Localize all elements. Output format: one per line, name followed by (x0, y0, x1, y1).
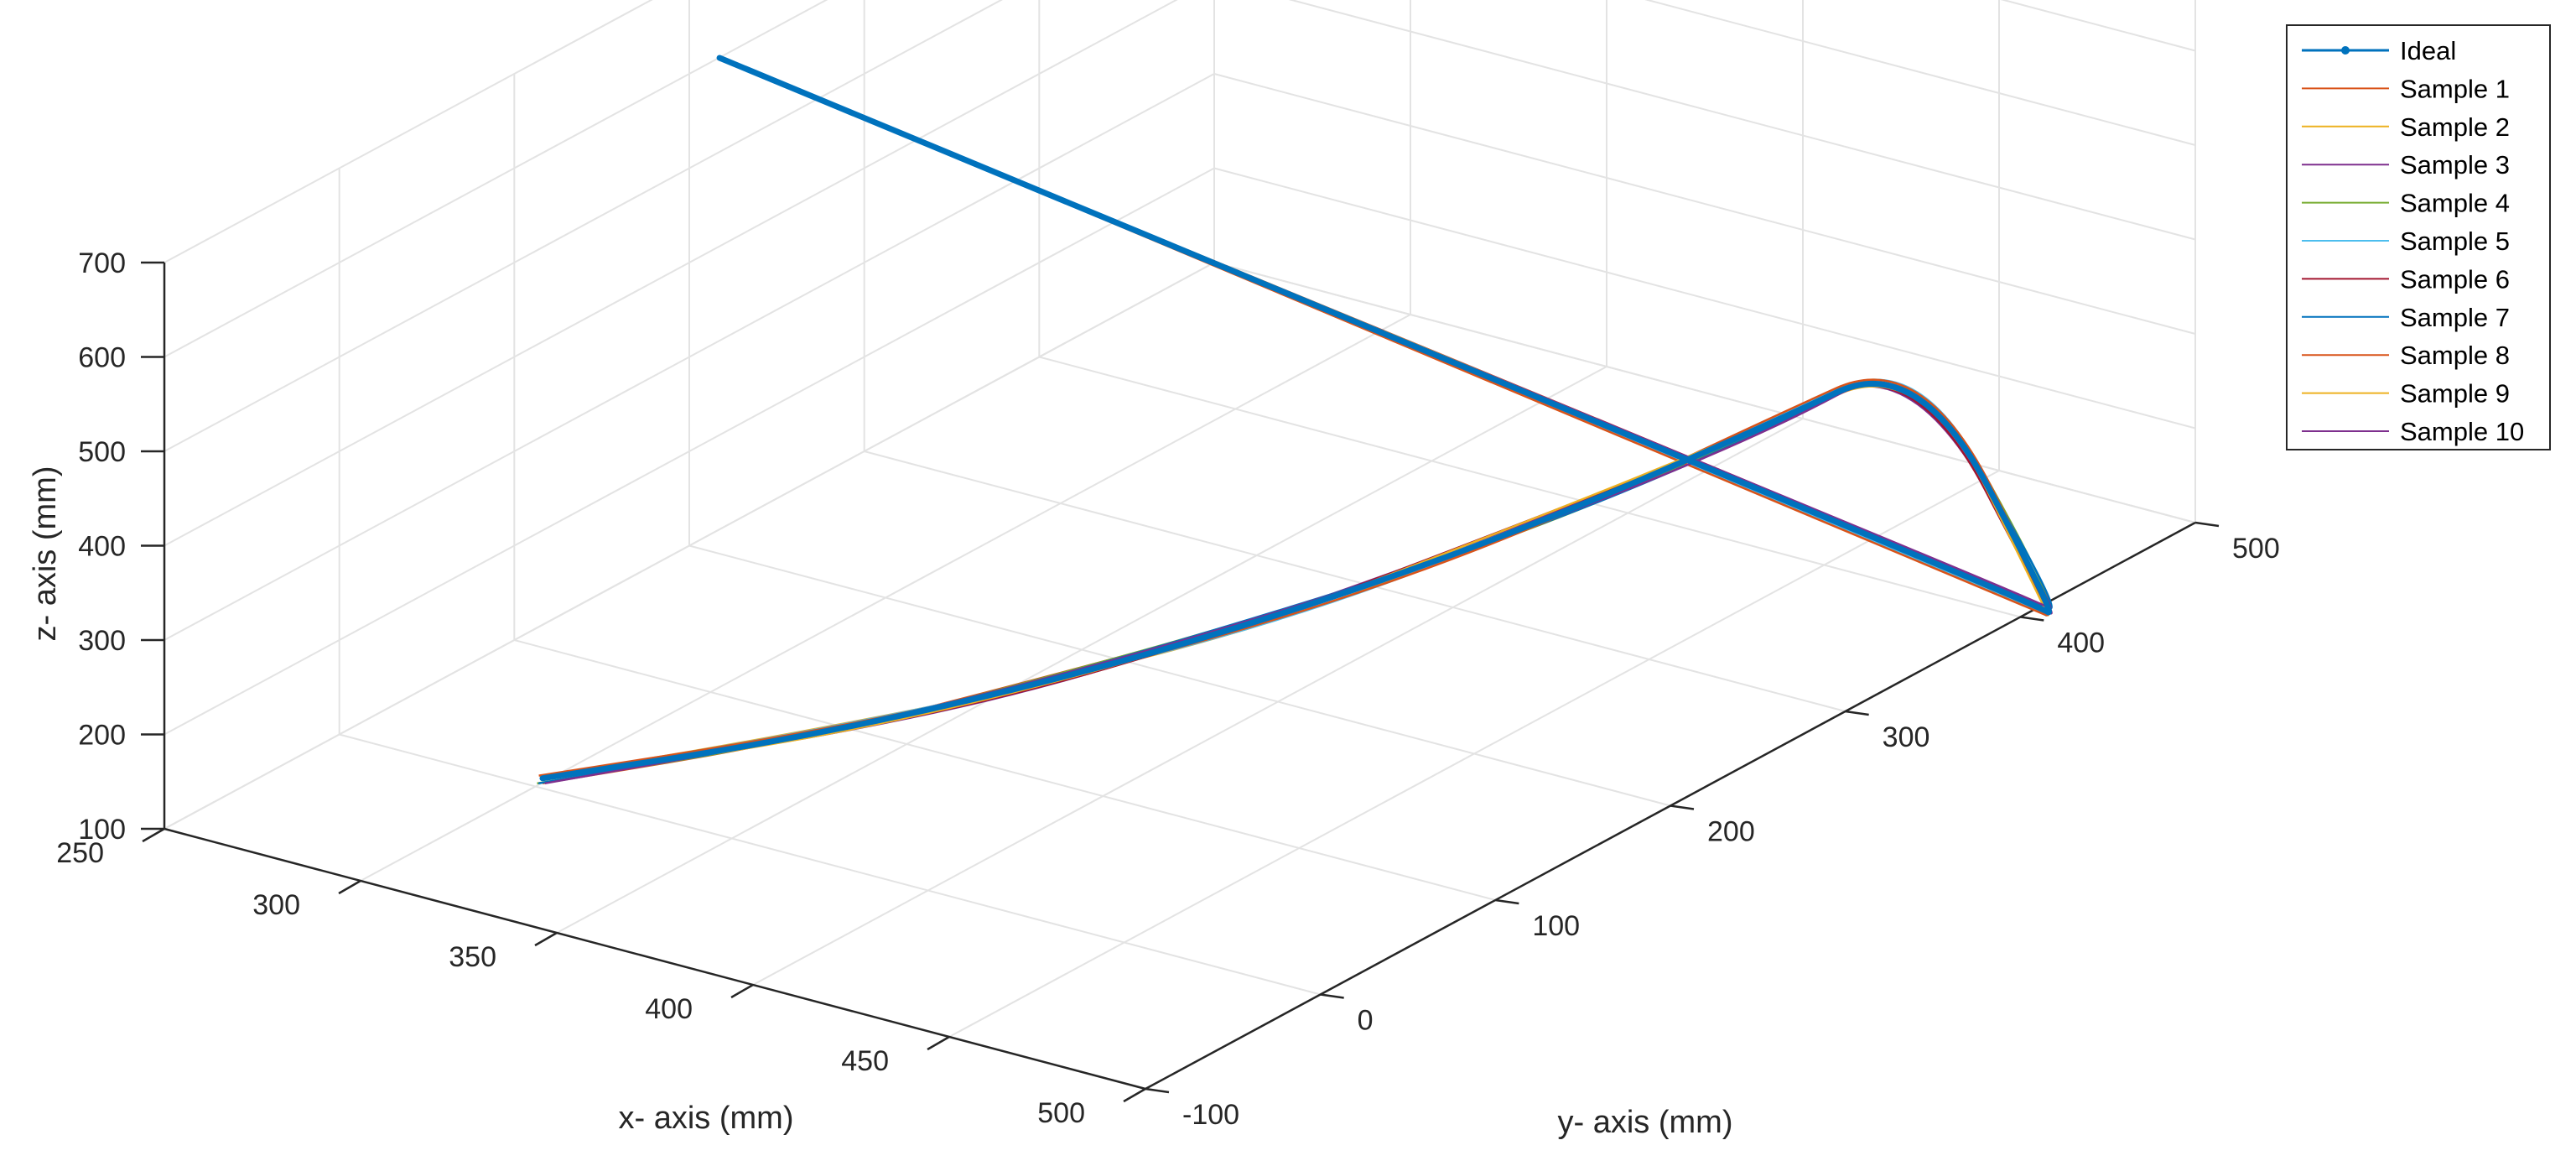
z-tick-label: 400 (78, 531, 126, 563)
x-axis-line (164, 827, 1146, 1091)
legend-entry: Sample 4 (2400, 189, 2510, 218)
x-tick-label: 400 (645, 993, 693, 1025)
legend-entry: Ideal (2400, 36, 2456, 65)
x-tick-label: 350 (449, 941, 496, 973)
y-tick-label: 300 (1883, 721, 1930, 753)
z-tick-label: 700 (78, 247, 126, 279)
y-tick-label: -100 (1182, 1099, 1239, 1131)
legend-entry: Sample 3 (2400, 150, 2510, 180)
z-tick-label: 200 (78, 720, 126, 752)
legend-marker (2341, 46, 2350, 55)
x-tick-mark (927, 1035, 950, 1051)
grid-line (164, 0, 1178, 547)
y-tick-mark (1320, 993, 1344, 999)
y-tick-mark (1145, 1087, 1170, 1094)
series-line-sample-10 (544, 57, 2052, 785)
grid-line (688, 544, 1671, 807)
series-line-sample-2 (548, 57, 2049, 778)
x-tick-label: 250 (56, 837, 104, 869)
z-tick-label: 100 (78, 814, 126, 846)
y-tick-label: 100 (1532, 910, 1580, 942)
legend-box (2286, 24, 2551, 450)
z-tick-label: 600 (78, 342, 126, 374)
y-tick-label: 400 (2057, 627, 2105, 659)
y-tick-label: 0 (1358, 1005, 1374, 1037)
tick-labels: 250 300 350 400 450 500 -100 0 100 200 300 400 500 10… (56, 247, 2279, 1131)
legend-entry: Sample 1 (2400, 74, 2510, 103)
y-tick-mark (2194, 521, 2220, 528)
series-line-sample-1 (542, 57, 2048, 785)
z-axis-label: z- axis (mm) (28, 466, 63, 642)
series-line-sample-5 (545, 57, 2048, 777)
series-line-sample-8 (538, 57, 2049, 777)
series-line-sample-6 (547, 55, 2051, 778)
y-tick-mark (2020, 616, 2044, 622)
y-tick-mark (1670, 804, 1695, 810)
x-tick-mark (1123, 1087, 1146, 1103)
legend-entry: Sample 6 (2400, 264, 2510, 294)
grid-line (514, 639, 1496, 901)
x-tick-mark (142, 827, 165, 843)
y-tick-label: 500 (2232, 533, 2280, 565)
legend-entry: Sample 5 (2400, 226, 2510, 256)
grid-line (164, 73, 1215, 641)
y-tick-mark (1845, 710, 1869, 716)
grid-line (864, 450, 1846, 712)
grid-line (1213, 262, 2196, 523)
legend-entry: Sample 7 (2400, 303, 2510, 332)
x-tick-label: 300 (252, 889, 300, 921)
series-line-sample-7 (538, 57, 2053, 785)
grid-line (164, 0, 828, 358)
axes (141, 261, 2220, 1103)
grid-line (339, 733, 1321, 996)
series-line-ideal (539, 55, 2052, 782)
x-tick-mark (730, 983, 754, 999)
grid-line (1213, 73, 2196, 335)
series-line-sample-3 (541, 55, 2053, 778)
grid-line (164, 167, 1215, 736)
y-tick-mark (1495, 898, 1519, 905)
y-axis-label: y- axis (mm) (1558, 1105, 1733, 1140)
grid-line (1288, 0, 2196, 241)
legend-entry: Sample 2 (2400, 112, 2510, 142)
series-lines (537, 55, 2053, 785)
grid-line (164, 262, 1215, 830)
legend-entry: Sample 9 (2400, 379, 2510, 409)
legend-entry: Sample 8 (2400, 341, 2510, 370)
grid-line (1213, 167, 2196, 430)
x-tick-label: 450 (841, 1045, 889, 1077)
legend-entry: Sample 10 (2400, 417, 2524, 446)
grid-line (2000, 0, 2196, 52)
y-tick-label: 200 (1707, 816, 1755, 848)
x-tick-mark (534, 931, 558, 947)
series-line-sample-4 (537, 57, 2051, 785)
x-tick-mark (338, 879, 361, 895)
grid-line (1644, 0, 2196, 146)
x-tick-label: 500 (1037, 1097, 1085, 1129)
grid-line (1039, 356, 2021, 618)
grid-line (164, 0, 653, 263)
grid-line (164, 0, 1003, 452)
axis-labels: x- axis (mm) y- axis (mm) z- axis (mm) (28, 466, 1732, 1140)
legend: Ideal Sample 1 Sample 2 Sample 3 Sample 4 Sam… (2286, 24, 2551, 450)
z-tick-label: 300 (78, 625, 126, 657)
x-axis-label: x- axis (mm) (619, 1101, 794, 1136)
series-line-sample-9 (547, 55, 2049, 778)
z-tick-label: 500 (78, 436, 126, 468)
